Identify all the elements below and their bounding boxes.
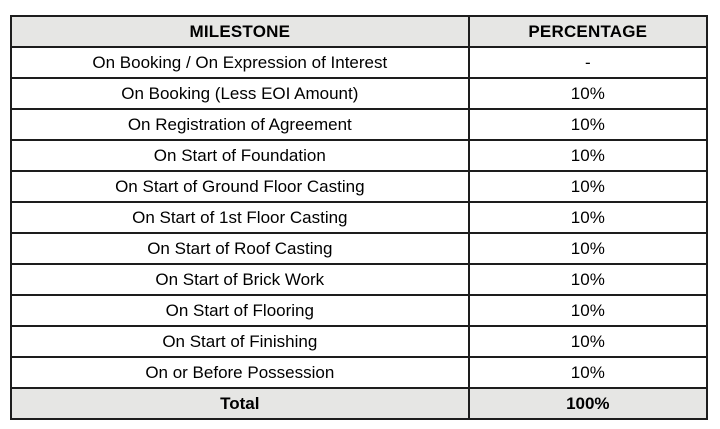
total-row: Total 100% xyxy=(10,387,709,420)
table-row: On Start of Flooring 10% xyxy=(10,294,709,327)
percentage-cell: 10% xyxy=(467,294,709,327)
milestone-cell: On Start of Brick Work xyxy=(10,263,470,296)
table-row: On Start of Brick Work 10% xyxy=(10,263,709,296)
milestone-cell: On Start of Ground Floor Casting xyxy=(10,170,470,203)
milestone-cell: On Start of Roof Casting xyxy=(10,232,470,265)
percentage-column-header: PERCENTAGE xyxy=(467,15,709,48)
percentage-cell: 10% xyxy=(467,325,709,358)
table-header: MILESTONE PERCENTAGE xyxy=(10,15,709,48)
table-row: On Start of Foundation 10% xyxy=(10,139,709,172)
percentage-cell: 10% xyxy=(467,263,709,296)
percentage-cell: 10% xyxy=(467,108,709,141)
table-row: On or Before Possession 10% xyxy=(10,356,709,389)
percentage-cell: 10% xyxy=(467,139,709,172)
percentage-cell: 10% xyxy=(467,356,709,389)
milestone-cell: On or Before Possession xyxy=(10,356,470,389)
milestone-cell: On Registration of Agreement xyxy=(10,108,470,141)
table-body: On Booking / On Expression of Interest - O… xyxy=(10,46,709,389)
milestone-cell: On Start of Finishing xyxy=(10,325,470,358)
total-value: 100% xyxy=(467,387,709,420)
table-row: On Booking / On Expression of Interest - xyxy=(10,46,709,79)
milestone-cell: On Booking / On Expression of Interest xyxy=(10,46,470,79)
table-footer: Total 100% xyxy=(10,387,709,420)
table-row: On Start of Roof Casting 10% xyxy=(10,232,709,265)
table-row: On Start of 1st Floor Casting 10% xyxy=(10,201,709,234)
percentage-cell: - xyxy=(467,46,709,79)
milestone-column-header: MILESTONE xyxy=(10,15,470,48)
table-row: On Start of Ground Floor Casting 10% xyxy=(10,170,709,203)
header-row: MILESTONE PERCENTAGE xyxy=(10,15,709,48)
total-label: Total xyxy=(10,387,470,420)
table-row: On Start of Finishing 10% xyxy=(10,325,709,358)
table-row: On Registration of Agreement 10% xyxy=(10,108,709,141)
milestone-cell: On Start of Flooring xyxy=(10,294,470,327)
table-row: On Booking (Less EOI Amount) 10% xyxy=(10,77,709,110)
percentage-cell: 10% xyxy=(467,77,709,110)
payment-schedule-table: MILESTONE PERCENTAGE On Booking / On Exp… xyxy=(10,15,709,420)
percentage-cell: 10% xyxy=(467,201,709,234)
percentage-cell: 10% xyxy=(467,170,709,203)
milestone-cell: On Start of Foundation xyxy=(10,139,470,172)
percentage-cell: 10% xyxy=(467,232,709,265)
milestone-cell: On Booking (Less EOI Amount) xyxy=(10,77,470,110)
milestone-cell: On Start of 1st Floor Casting xyxy=(10,201,470,234)
